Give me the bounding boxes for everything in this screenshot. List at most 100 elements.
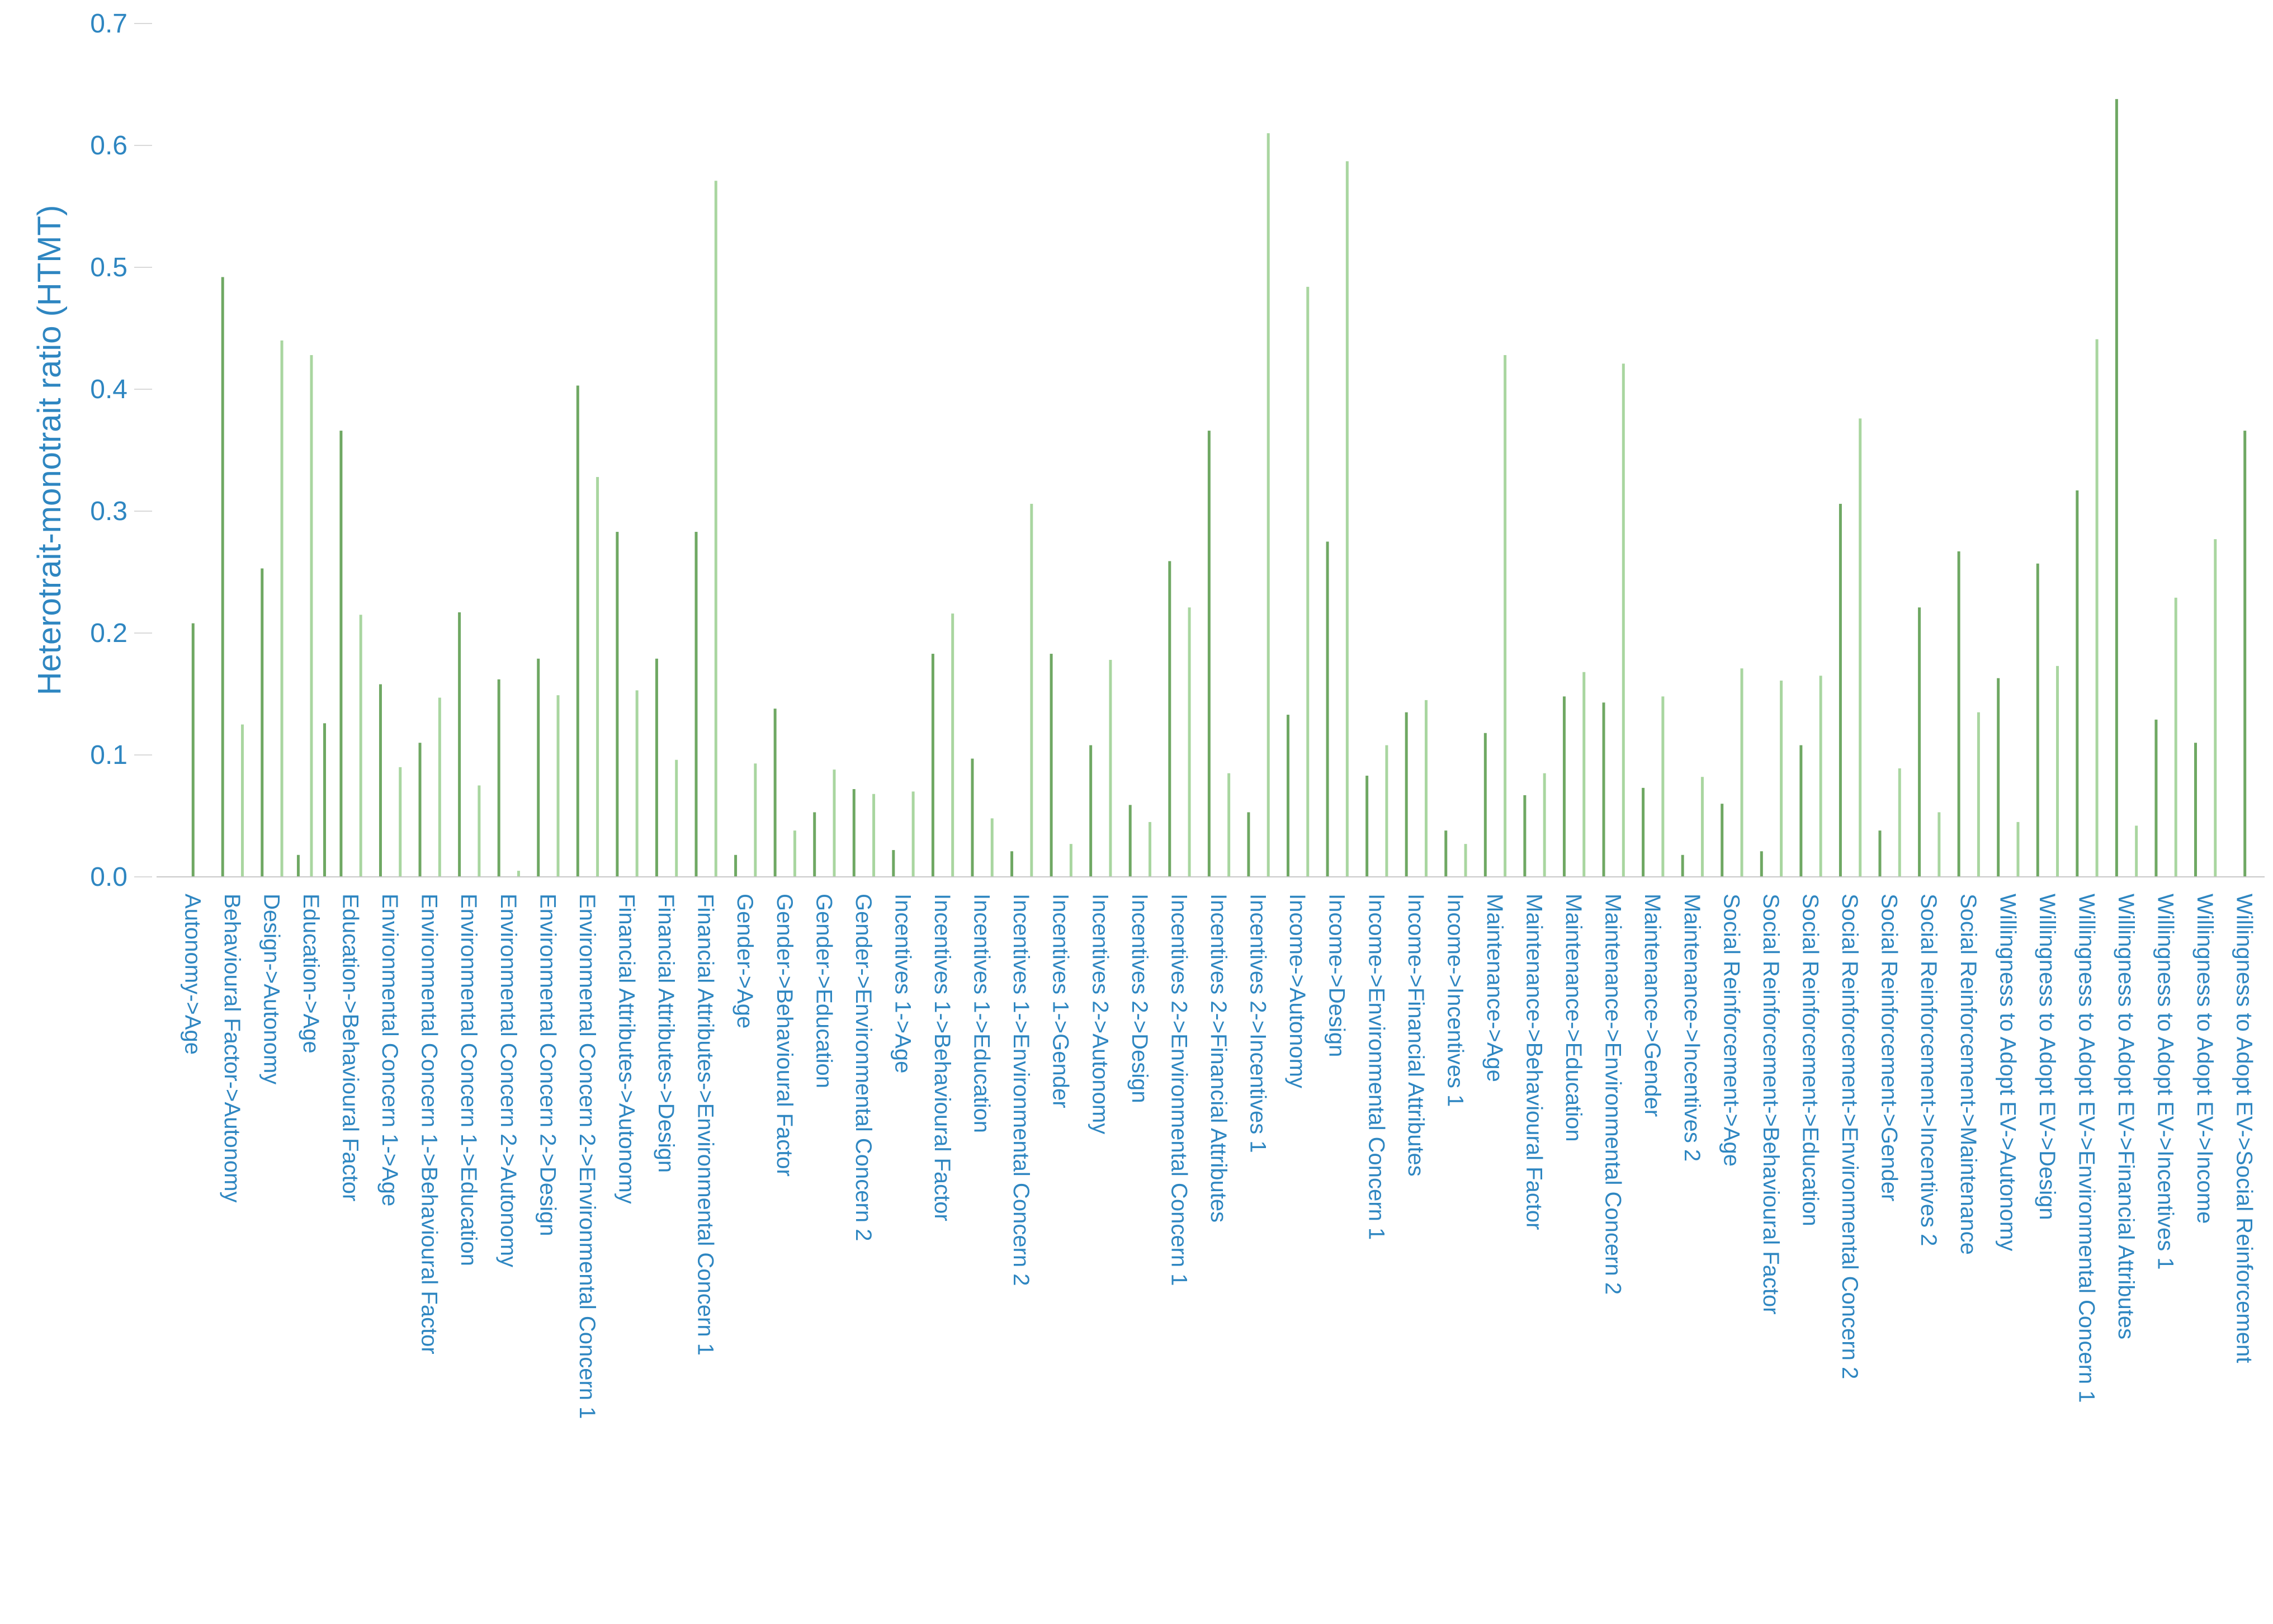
bar (754, 763, 757, 877)
bar (1859, 418, 1862, 877)
bar (1464, 844, 1467, 877)
x-tick-label: Environmental Concern 1->Behavioural Fac… (417, 894, 442, 1354)
x-tick-label: Environmental Concern 2->Environmental C… (575, 894, 599, 1419)
bar (1247, 812, 1250, 877)
bar (1700, 777, 1704, 877)
bar (1681, 855, 1684, 877)
bar (458, 612, 461, 877)
bar (1543, 773, 1546, 877)
y-tick-label: 0.4 (90, 375, 127, 404)
bar (310, 355, 313, 877)
x-tick-label: Income->Environmental Concern 1 (1364, 894, 1388, 1240)
x-tick-label: Willingness to Adopt EV->Financial Attri… (2114, 894, 2138, 1339)
x-tick-label: Environmental Concern 1->Education (456, 894, 481, 1266)
bar (1760, 851, 1763, 877)
bar (714, 181, 717, 877)
bar (1050, 654, 1053, 877)
bar (418, 743, 422, 877)
x-tick-label: Incentives 2->Autonomy (1088, 894, 1112, 1134)
bar (221, 277, 224, 877)
bar (675, 759, 678, 877)
bar (971, 758, 974, 877)
x-tick-label: Maintenance->Incentives 2 (1680, 894, 1704, 1162)
x-tick-label: Income->Incentives 1 (1443, 894, 1467, 1107)
bar (2243, 431, 2247, 877)
bar (1345, 161, 1349, 877)
y-axis: 0.0 0.1 0.2 0.3 0.4 0.5 0.6 0.7 (90, 9, 152, 892)
bar (1562, 696, 1566, 877)
bar (379, 684, 382, 877)
bar (734, 855, 738, 877)
bar (1030, 503, 1033, 877)
bar (517, 871, 520, 877)
bar (1642, 787, 1645, 877)
bar (191, 623, 195, 877)
bar (1483, 733, 1487, 877)
bar (2036, 563, 2039, 877)
x-tick-label: Willingness to Adopt EV->Social Reinforc… (2232, 894, 2257, 1363)
bar (1878, 830, 1882, 877)
bar (1207, 431, 1211, 877)
x-tick-label: Social Reinforcement->Behavioural Factor (1759, 894, 1783, 1315)
bar (833, 769, 836, 877)
x-tick-label: Environmental Concern 2->Autonomy (496, 894, 521, 1267)
bar (2115, 99, 2118, 877)
bar (2076, 490, 2079, 877)
y-tick-label: 0.2 (90, 619, 127, 648)
bar (537, 658, 540, 877)
y-tick-label: 0.1 (90, 740, 127, 770)
bar (852, 789, 856, 877)
bar (359, 615, 362, 877)
x-axis: Autonomy->Age Behavioural Factor->Autonom… (157, 876, 2265, 1419)
bar (1385, 745, 1388, 877)
x-tick-label: Social Reinforcement->Incentives 2 (1916, 894, 1941, 1246)
bar (2194, 743, 2198, 877)
bar (1286, 715, 1289, 877)
x-tick-label: Gender->Education (811, 894, 836, 1088)
x-tick-label: Financial Attributes->Autonomy (615, 894, 639, 1204)
x-tick-label: Financial Attributes->Design (654, 894, 678, 1173)
bar (793, 830, 796, 877)
bar (438, 697, 441, 877)
y-axis-label: Heterotrait-monotrait ratio (HTMT) (31, 205, 68, 696)
bar (399, 767, 402, 877)
bar (951, 613, 954, 877)
bar (773, 709, 777, 877)
x-tick-label: Maintenance->Environmental Concern 2 (1601, 894, 1625, 1295)
bar (1957, 551, 1960, 877)
x-tick-label: Autonomy->Age (180, 894, 205, 1055)
x-tick-label: Incentives 1->Gender (1048, 894, 1073, 1108)
x-tick-label: Incentives 1->Age (890, 894, 915, 1073)
x-tick-label: Income->Autonomy (1285, 894, 1310, 1088)
bar (1227, 773, 1231, 877)
x-tick-label: Willingness to Adopt EV->Incentives 1 (2153, 894, 2178, 1270)
x-tick-label: Willingness to Adopt EV->Design (2035, 894, 2059, 1220)
bar (1405, 712, 1408, 877)
bar (694, 532, 698, 877)
bar (1010, 851, 1014, 877)
x-tick-label: Design->Autonomy (259, 894, 283, 1084)
bar (2095, 339, 2099, 877)
bar (2135, 825, 2138, 877)
bar (240, 724, 244, 877)
x-tick-label: Income->Design (1325, 894, 1349, 1057)
x-tick-label: Incentives 1->Education (970, 894, 994, 1133)
x-tick-label: Incentives 2->Incentives 1 (1246, 894, 1270, 1153)
bar (1444, 830, 1448, 877)
bar (1128, 805, 1132, 877)
bar (596, 476, 599, 877)
bar (296, 855, 300, 877)
bar (1918, 607, 1921, 877)
bar (2154, 719, 2158, 877)
bar (1622, 363, 1625, 877)
bar (655, 658, 658, 877)
bar (1089, 745, 1093, 877)
bar (339, 431, 343, 877)
x-tick-label: Behavioural Factor->Autonomy (220, 894, 244, 1203)
bar (1977, 712, 1980, 877)
bar (1740, 668, 1743, 877)
bar (1780, 681, 1783, 877)
x-tick-label: Social Reinforcement->Age (1719, 894, 1743, 1167)
